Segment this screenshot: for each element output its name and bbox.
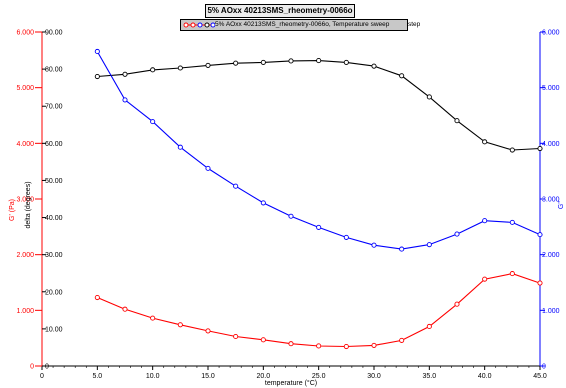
- data-point-blue: [177, 144, 183, 150]
- series-line-red: [97, 273, 541, 348]
- y-black-tick-label: 10.00: [45, 326, 63, 333]
- y-blue-axis-title: G'': [558, 201, 565, 209]
- x-tick-label: 40.0: [478, 373, 492, 380]
- y-blue-tick-label: 6.000: [542, 30, 560, 37]
- data-point-black: [509, 147, 515, 153]
- data-point-blue: [150, 119, 156, 125]
- data-point-black: [426, 94, 432, 100]
- series-line-blue: [96, 51, 541, 250]
- y-blue-tick-label: 3.000: [542, 197, 560, 204]
- data-point-blue: [426, 242, 432, 248]
- data-point-black: [399, 73, 405, 79]
- legend-tail: step: [408, 21, 421, 28]
- data-point-black: [371, 63, 377, 69]
- data-point-blue: [288, 213, 294, 219]
- y-red-tick-label: 1.000: [16, 308, 34, 315]
- y-black-tick-label: 0: [45, 364, 49, 371]
- data-point-black: [537, 145, 543, 152]
- x-tick-label: 45.0: [533, 373, 547, 380]
- y-red-tick-label: 4.000: [16, 141, 34, 148]
- y-black-tick-label: 60.00: [45, 141, 63, 148]
- data-point-red: [177, 322, 183, 328]
- x-tick-label: 25.0: [312, 373, 326, 380]
- y-red-tick-label: 6.000: [16, 30, 34, 37]
- data-point-black: [177, 65, 183, 71]
- data-point-red: [205, 328, 211, 334]
- y-black-tick-label: 50.00: [45, 178, 63, 185]
- y-black-axis-title: delta (degrees): [25, 181, 32, 228]
- series-line-black: [97, 60, 541, 151]
- y-black-tick-label: 30.00: [45, 252, 63, 259]
- y-blue-tick-label: 1.000: [542, 308, 560, 315]
- x-tick-label: 5.0: [92, 373, 102, 380]
- y-black-tick-label: 90.00: [45, 30, 63, 37]
- data-point-blue: [537, 232, 543, 238]
- data-point-blue: [454, 231, 460, 237]
- y-black-tick-label: 20.00: [45, 289, 63, 296]
- data-point-blue: [260, 200, 266, 206]
- data-point-red: [426, 323, 432, 330]
- y-red-tick-label: 3.000: [16, 197, 34, 204]
- data-point-blue: [343, 234, 349, 240]
- data-point-blue: [371, 242, 377, 248]
- data-point-blue: [122, 97, 128, 103]
- legend-label: 5% AOxx 40213SMS_rheometry-0066o, Temper…: [215, 21, 390, 28]
- data-point-black: [205, 62, 211, 68]
- data-point-black: [260, 59, 266, 65]
- data-point-red: [454, 301, 460, 307]
- data-point-black: [122, 71, 128, 77]
- data-point-red: [122, 306, 128, 312]
- data-point-black: [150, 67, 156, 73]
- x-tick-label: 10.0: [146, 373, 160, 380]
- data-point-red: [288, 341, 294, 347]
- legend-marker-icon: [183, 22, 215, 28]
- data-point-blue: [94, 48, 100, 55]
- x-tick-label: 0: [40, 373, 44, 380]
- data-point-black: [482, 139, 488, 145]
- x-tick-label: 35.0: [423, 373, 437, 380]
- y-blue-tick-label: 2.000: [542, 252, 560, 259]
- y-red-tick-label: 5.000: [16, 85, 34, 92]
- data-point-black: [94, 73, 100, 80]
- y-red-axis-title: G' (Pa): [9, 199, 16, 221]
- x-tick-label: 20.0: [257, 373, 271, 380]
- data-point-blue: [205, 165, 211, 171]
- y-red-tick-label: 2.000: [16, 252, 34, 259]
- data-point-black: [454, 118, 460, 124]
- data-point-black: [233, 60, 239, 66]
- data-point-red: [150, 315, 156, 321]
- y-blue-tick-label: 5.000: [542, 85, 560, 92]
- data-point-red: [233, 333, 239, 340]
- chart-title: 5% AOxx 40213SMS_rheometry-0066o: [205, 4, 355, 18]
- data-point-blue: [509, 219, 515, 225]
- data-point-red: [509, 271, 515, 277]
- y-red-tick-label: 0: [30, 364, 34, 371]
- x-axis-title: temperature (°C): [265, 379, 317, 387]
- y-black-tick-label: 70.00: [45, 104, 63, 111]
- data-point-red: [260, 337, 266, 343]
- x-tick-label: 15.0: [201, 373, 215, 380]
- data-point-red: [537, 280, 543, 286]
- data-point-black: [288, 58, 294, 64]
- data-point-blue: [316, 224, 322, 230]
- data-point-blue: [233, 183, 239, 189]
- data-point-black: [343, 59, 349, 65]
- data-point-red: [371, 342, 377, 348]
- data-point-red: [399, 337, 405, 343]
- y-blue-tick-label: 4.000: [542, 141, 560, 148]
- y-blue-tick-label: 0: [542, 364, 546, 371]
- x-tick-label: 30.0: [367, 373, 381, 380]
- data-point-red: [94, 294, 100, 301]
- data-point-red: [316, 343, 322, 349]
- data-point-black: [316, 58, 322, 64]
- legend: 5% AOxx 40213SMS_rheometry-0066o, Temper…: [180, 19, 408, 31]
- data-point-blue: [482, 218, 488, 224]
- y-black-tick-label: 80.00: [45, 67, 63, 74]
- data-point-red: [343, 343, 349, 350]
- data-point-red: [482, 276, 488, 282]
- data-point-blue: [399, 246, 405, 252]
- y-black-tick-label: 40.00: [45, 215, 63, 222]
